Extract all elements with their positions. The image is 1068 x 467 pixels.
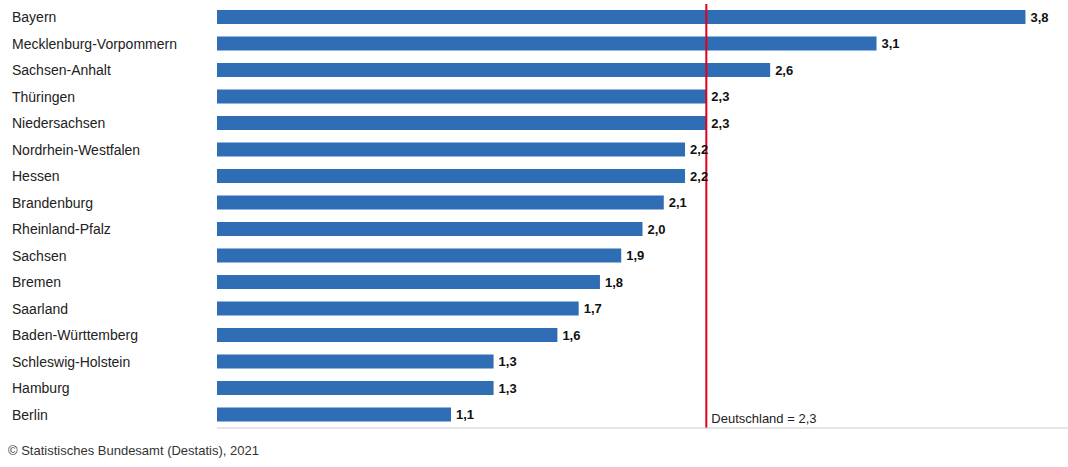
svg-text:1,6: 1,6	[562, 328, 580, 343]
svg-text:1,9: 1,9	[626, 248, 644, 263]
svg-text:1,3: 1,3	[499, 354, 517, 369]
svg-text:Baden-Württemberg: Baden-Württemberg	[12, 327, 138, 343]
svg-text:2,2: 2,2	[690, 142, 708, 157]
svg-text:Thüringen: Thüringen	[12, 89, 75, 105]
svg-text:2,6: 2,6	[775, 63, 793, 78]
svg-text:3,1: 3,1	[882, 36, 900, 51]
svg-text:Deutschland = 2,3: Deutschland = 2,3	[711, 411, 816, 426]
svg-text:Hessen: Hessen	[12, 168, 59, 184]
svg-text:1,3: 1,3	[499, 381, 517, 396]
svg-text:Brandenburg: Brandenburg	[12, 195, 93, 211]
svg-text:Nordrhein-Westfalen: Nordrhein-Westfalen	[12, 142, 140, 158]
svg-text:2,0: 2,0	[648, 222, 666, 237]
svg-text:1,7: 1,7	[584, 301, 602, 316]
html-text:© Statistisches Bundesamt (Des: © Statistisches Bundesamt (Destatis), 20…	[8, 443, 259, 458]
svg-text:Bremen: Bremen	[12, 274, 61, 290]
svg-text:1,1: 1,1	[456, 407, 474, 422]
svg-text:Sachsen-Anhalt: Sachsen-Anhalt	[12, 62, 111, 78]
svg-text:Mecklenburg-Vorpommern: Mecklenburg-Vorpommern	[12, 36, 177, 52]
svg-text:1,8: 1,8	[605, 275, 623, 290]
svg-text:3,8: 3,8	[1030, 10, 1048, 25]
svg-text:Niedersachsen: Niedersachsen	[12, 115, 105, 131]
svg-text:Bayern: Bayern	[12, 9, 56, 25]
svg-text:Saarland: Saarland	[12, 301, 68, 317]
svg-text:2,3: 2,3	[711, 89, 729, 104]
svg-text:Hamburg: Hamburg	[12, 380, 70, 396]
svg-text:2,1: 2,1	[669, 195, 687, 210]
svg-text:2,3: 2,3	[711, 116, 729, 131]
svg-text:2,2: 2,2	[690, 169, 708, 184]
svg-text:Sachsen: Sachsen	[12, 248, 66, 264]
svg-text:Rheinland-Pfalz: Rheinland-Pfalz	[12, 221, 111, 237]
svg-text:Berlin: Berlin	[12, 407, 48, 423]
svg-text:Schleswig-Holstein: Schleswig-Holstein	[12, 354, 130, 370]
